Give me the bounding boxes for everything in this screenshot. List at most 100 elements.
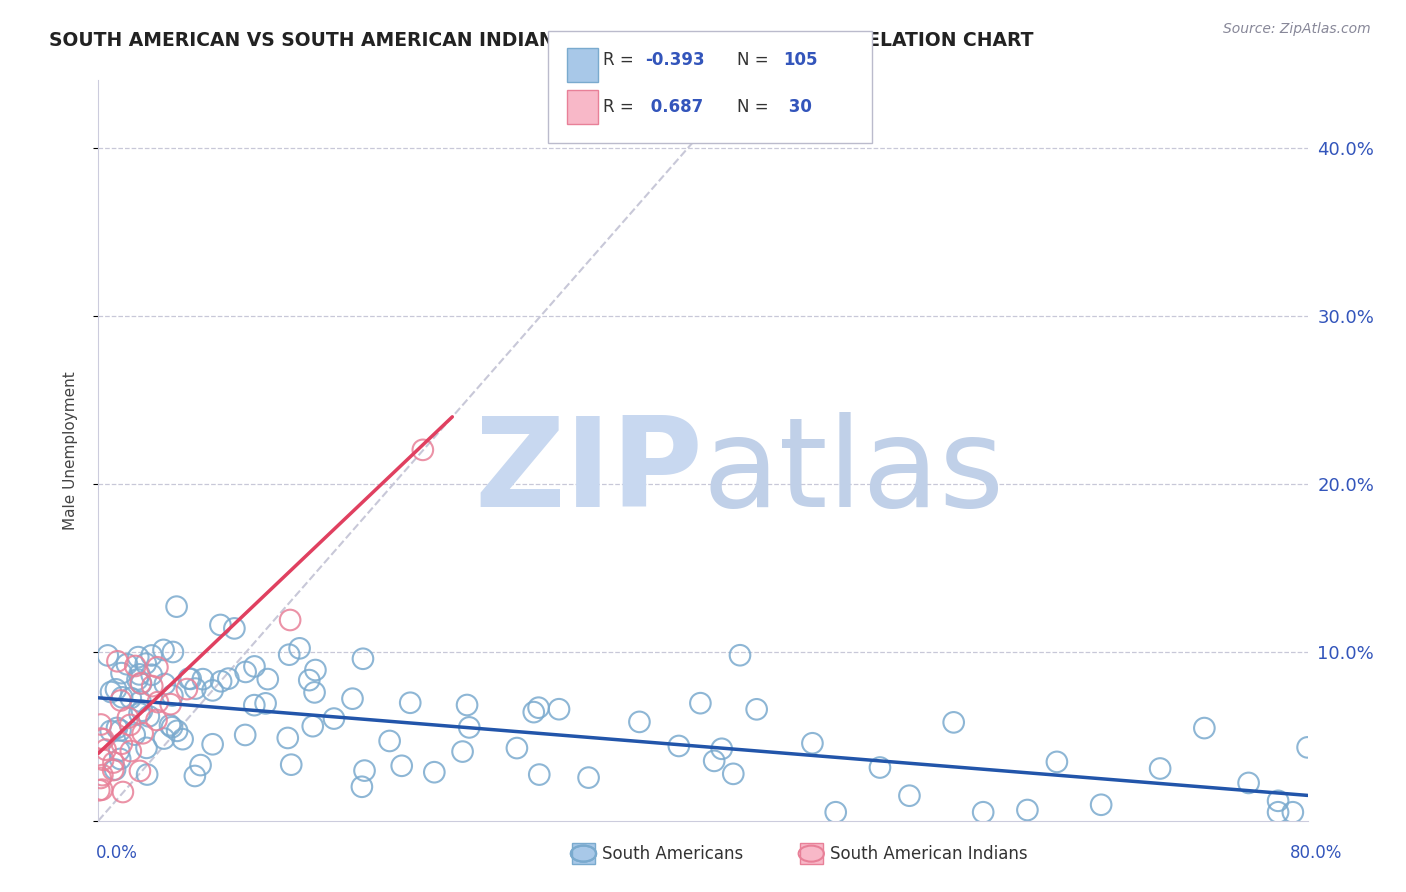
Point bbox=[107, 654, 129, 668]
Point bbox=[146, 660, 169, 674]
Point bbox=[110, 666, 132, 681]
Point bbox=[166, 599, 188, 614]
Point bbox=[523, 705, 546, 719]
Point bbox=[628, 714, 651, 729]
Text: N =: N = bbox=[737, 51, 773, 69]
Point bbox=[91, 753, 114, 767]
Point bbox=[191, 672, 214, 686]
Point bbox=[100, 724, 122, 739]
Point bbox=[101, 763, 124, 777]
Point bbox=[184, 769, 207, 783]
Point bbox=[224, 621, 246, 635]
Point bbox=[243, 698, 266, 713]
Text: -0.393: -0.393 bbox=[645, 51, 704, 69]
Point bbox=[323, 712, 346, 726]
Point bbox=[1149, 762, 1171, 776]
Point bbox=[256, 672, 278, 686]
Point bbox=[456, 698, 478, 712]
Point bbox=[176, 682, 198, 697]
Point bbox=[120, 718, 142, 732]
Point bbox=[233, 728, 256, 742]
Point bbox=[105, 721, 128, 735]
Point bbox=[104, 763, 127, 777]
Point bbox=[160, 720, 183, 734]
Text: 0.0%: 0.0% bbox=[96, 844, 138, 862]
Point bbox=[235, 665, 257, 679]
Point bbox=[972, 805, 994, 820]
Text: R =: R = bbox=[603, 51, 640, 69]
Point bbox=[90, 731, 112, 746]
Point bbox=[301, 719, 323, 733]
Point bbox=[353, 764, 375, 778]
Point bbox=[141, 679, 163, 693]
Point bbox=[689, 696, 711, 710]
Point bbox=[209, 674, 232, 689]
Point bbox=[89, 783, 111, 797]
Point bbox=[201, 683, 224, 698]
Point bbox=[184, 681, 207, 696]
Point bbox=[97, 648, 120, 663]
Point bbox=[350, 780, 373, 794]
Point bbox=[1046, 755, 1069, 769]
Point bbox=[548, 702, 571, 716]
Point bbox=[162, 645, 184, 659]
Text: South Americans: South Americans bbox=[602, 845, 742, 863]
Point bbox=[128, 667, 150, 681]
Point bbox=[162, 689, 184, 703]
Point bbox=[90, 771, 112, 785]
Point bbox=[129, 694, 152, 708]
Point bbox=[529, 767, 551, 781]
Point bbox=[280, 757, 302, 772]
Point bbox=[127, 673, 149, 687]
Point bbox=[128, 706, 150, 721]
Point bbox=[304, 685, 326, 699]
Point bbox=[153, 677, 176, 691]
Text: 0.687: 0.687 bbox=[645, 97, 703, 115]
Point bbox=[1267, 805, 1289, 820]
Point bbox=[110, 693, 132, 707]
Point bbox=[254, 697, 277, 711]
Point bbox=[120, 744, 142, 758]
Point bbox=[177, 672, 200, 686]
Point bbox=[93, 732, 115, 747]
Point bbox=[1017, 803, 1039, 817]
Point bbox=[1194, 721, 1216, 735]
Point bbox=[131, 704, 153, 718]
Point bbox=[115, 657, 138, 672]
Point bbox=[166, 723, 188, 738]
Point bbox=[172, 732, 194, 747]
Point bbox=[1296, 740, 1319, 755]
Point bbox=[1282, 805, 1305, 820]
Point bbox=[728, 648, 751, 663]
Point bbox=[1267, 794, 1289, 808]
Point bbox=[451, 745, 474, 759]
Text: N =: N = bbox=[737, 97, 773, 115]
Point bbox=[298, 673, 321, 687]
Point bbox=[124, 659, 146, 673]
Point bbox=[103, 756, 125, 770]
Point bbox=[352, 652, 374, 666]
Point bbox=[412, 442, 434, 457]
Point bbox=[152, 643, 174, 657]
Point bbox=[110, 723, 132, 738]
Point bbox=[91, 768, 114, 782]
Point bbox=[723, 767, 745, 781]
Text: atlas: atlas bbox=[703, 412, 1005, 533]
Point bbox=[201, 737, 224, 751]
Point bbox=[217, 672, 239, 686]
Point bbox=[136, 767, 159, 781]
Point bbox=[146, 695, 169, 709]
Point bbox=[277, 731, 299, 745]
Point bbox=[138, 709, 160, 723]
Text: SOUTH AMERICAN VS SOUTH AMERICAN INDIAN MALE UNEMPLOYMENT CORRELATION CHART: SOUTH AMERICAN VS SOUTH AMERICAN INDIAN … bbox=[49, 31, 1033, 50]
Point bbox=[745, 702, 768, 716]
Point bbox=[129, 676, 152, 690]
Point bbox=[145, 713, 167, 727]
Point bbox=[120, 691, 142, 706]
Point bbox=[127, 650, 149, 665]
Point bbox=[278, 648, 301, 662]
Point bbox=[111, 737, 134, 751]
Point bbox=[141, 648, 163, 663]
Point bbox=[159, 697, 181, 711]
Point bbox=[710, 741, 733, 756]
